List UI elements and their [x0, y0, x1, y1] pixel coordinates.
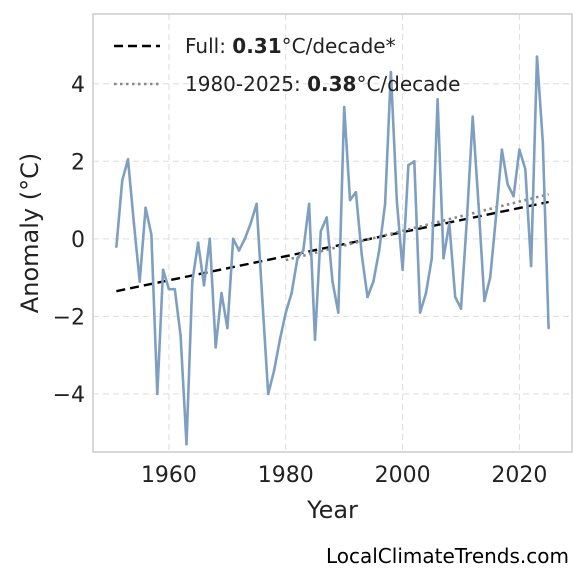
data-point [541, 140, 545, 144]
legend-label: Full: 0.31°C/decade* [185, 34, 396, 58]
series-lines [115, 55, 550, 446]
data-point [115, 245, 118, 248]
data-point [488, 276, 492, 279]
data-point [535, 55, 539, 58]
data-point [208, 237, 212, 241]
data-point [313, 338, 317, 341]
trend-lines [116, 192, 549, 293]
legend-label: 1980-2025: 0.38°C/decade [185, 72, 460, 96]
x-tick-label: 2000 [375, 463, 431, 488]
data-point [448, 222, 451, 225]
data-point [389, 70, 393, 74]
data-point [523, 167, 527, 171]
data-point [307, 202, 311, 206]
data-point [383, 202, 387, 206]
data-point [167, 287, 171, 291]
y-tick-label: 0 [71, 228, 85, 253]
data-point [237, 249, 241, 252]
data-point [424, 291, 428, 295]
data-point [202, 284, 206, 287]
data-point [255, 202, 258, 206]
y-axis-label: Anomaly (°C) [16, 153, 44, 313]
x-tick-label: 2020 [491, 463, 547, 488]
data-point [401, 268, 404, 272]
data-point [220, 291, 223, 295]
data-point [226, 326, 229, 330]
data-point [453, 295, 457, 299]
data-point [126, 158, 130, 161]
x-tick-labels: 1960 1980 2000 2020 [141, 463, 547, 488]
x-tick-label: 1980 [258, 463, 314, 488]
data-point [459, 307, 463, 310]
data-point [185, 442, 188, 446]
data-point [372, 280, 375, 283]
data-point [132, 222, 136, 225]
data-point [377, 249, 381, 252]
data-point [120, 179, 124, 182]
data-point [436, 97, 439, 101]
x-tick-label: 1960 [141, 463, 197, 488]
data-point [366, 295, 369, 299]
data-point [483, 299, 486, 303]
data-point [173, 287, 177, 291]
x-axis-label: Year [306, 496, 358, 524]
data-point [278, 338, 282, 341]
y-tick-label: 4 [71, 73, 85, 98]
data-point [150, 233, 153, 237]
data-point [331, 280, 334, 283]
y-tick-labels: −4 −2 0 2 4 [53, 73, 85, 408]
data-point [249, 222, 253, 225]
data-point [529, 264, 533, 268]
source-credit: LocalClimateTrends.com [325, 544, 569, 568]
grid-lines [93, 14, 572, 452]
data-point [301, 249, 305, 252]
data-point [155, 392, 159, 396]
data-point [518, 148, 521, 151]
y-tick-label: 2 [71, 150, 85, 175]
data-point [243, 237, 247, 241]
data-point [442, 256, 445, 260]
data-point [360, 253, 364, 256]
plot-frame [92, 13, 573, 453]
data-point [430, 256, 434, 260]
data-point [290, 291, 293, 295]
data-point [354, 191, 358, 194]
data-point [506, 183, 510, 186]
data-point [547, 326, 550, 330]
anomaly-series-line [115, 55, 550, 446]
data-point [348, 198, 352, 202]
data-point [500, 148, 504, 151]
data-point [395, 198, 399, 202]
legend: Full: 0.31°C/decade* 1980-2025: 0.38°C/de… [114, 34, 460, 96]
data-point [284, 311, 288, 314]
data-point [138, 280, 142, 283]
y-tick-label: −4 [53, 383, 85, 408]
data-point [231, 237, 235, 241]
full-trend-line [116, 200, 549, 293]
y-tick-label: −2 [53, 305, 85, 330]
data-point [144, 206, 147, 210]
data-point [494, 214, 498, 217]
data-point [272, 369, 276, 372]
data-point [418, 311, 422, 314]
data-point [266, 392, 270, 396]
data-point [214, 346, 217, 349]
data-point [161, 268, 165, 272]
data-point [337, 311, 340, 314]
data-point [477, 202, 480, 206]
data-point [191, 280, 194, 283]
data-point [465, 218, 469, 221]
data-point [296, 256, 299, 260]
data-point [407, 163, 410, 167]
data-point [471, 115, 474, 119]
data-point [342, 105, 346, 109]
data-point [325, 216, 328, 219]
data-point [196, 241, 200, 244]
data-point [319, 229, 323, 233]
data-point [512, 194, 515, 198]
data-point [261, 299, 264, 303]
data-point [412, 159, 416, 163]
data-point [179, 334, 182, 338]
